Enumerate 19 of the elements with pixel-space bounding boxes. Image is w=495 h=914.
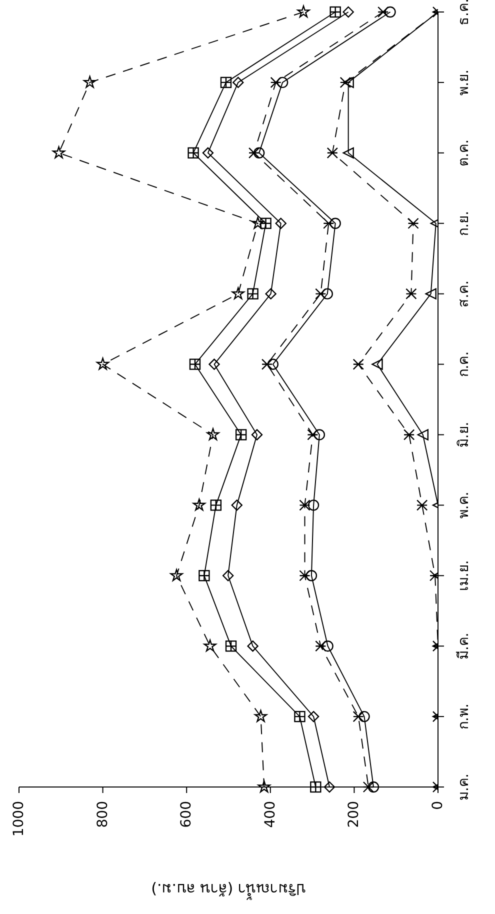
y-tick-label: ม.ค.: [456, 774, 472, 800]
y-tick-label: ก.ย.: [456, 210, 472, 236]
y-tick-label: ก.พ.: [456, 704, 472, 730]
x-axis-title: ปริมาณน้ำ (ล้าน ลบ.ม.): [151, 880, 306, 900]
y-tick-label: ธ.ค.: [456, 0, 472, 26]
y-tick-label: เม.ย.: [456, 560, 472, 592]
y-tick-label: มิ.ย.: [456, 422, 472, 448]
x-tick-label: 600: [178, 801, 195, 828]
x-tick-label: 1000: [11, 801, 27, 837]
y-tick-label: พ.ค.: [456, 492, 472, 519]
y-tick-label: พ.ย.: [456, 70, 472, 96]
y-tick-label: ก.ค.: [456, 351, 472, 378]
y-tick-label: มี.ค.: [456, 632, 472, 660]
y-tick-label: ส.ค.: [456, 280, 472, 308]
x-tick-label: 0: [430, 801, 446, 810]
x-tick-label: 800: [94, 801, 111, 828]
x-tick-label: 200: [346, 801, 362, 828]
x-tick-label: 400: [262, 801, 278, 828]
y-tick-label: ต.ค.: [456, 139, 472, 166]
